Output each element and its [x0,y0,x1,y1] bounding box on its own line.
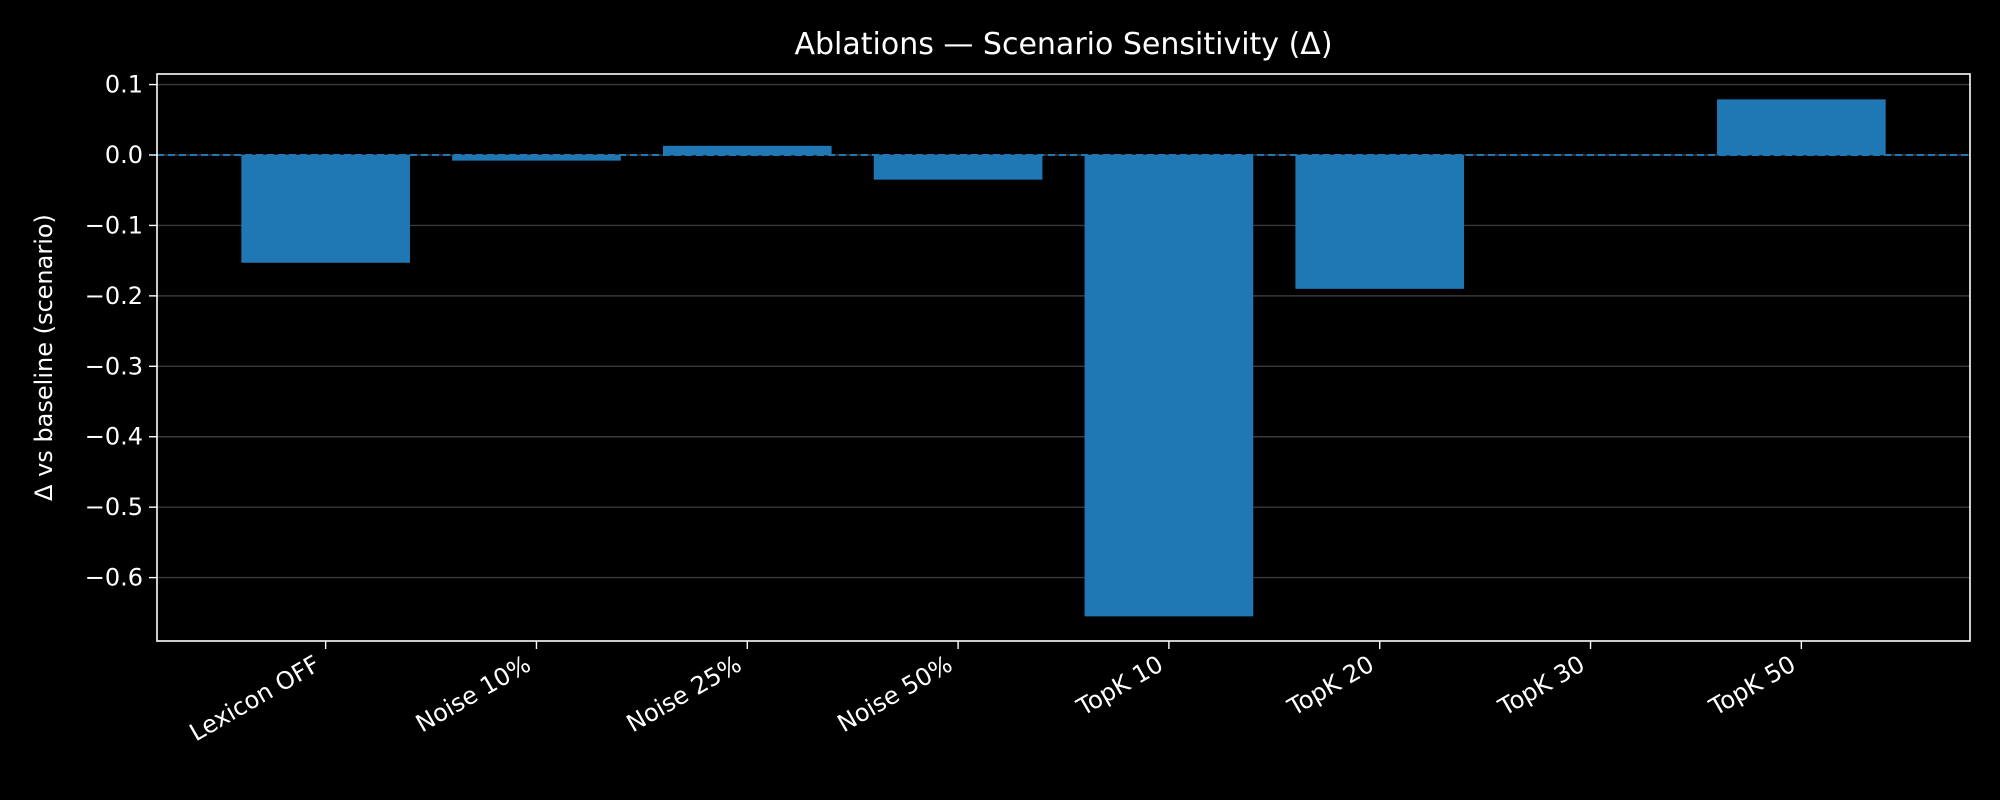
bar-layer [241,99,1886,617]
y-tick-label: −0.2 [85,282,143,310]
bar-4 [1084,155,1254,617]
bar-2 [662,145,832,155]
y-tick-label: 0.0 [105,141,143,169]
x-tick-label: TopK 10 [1071,650,1168,722]
y-tick-label: −0.6 [85,564,143,592]
grid-layer [157,83,1970,579]
y-ticks: 0.1 0.0 −0.1 −0.2 −0.3 −0.4 −0.5 −0.6 [85,71,157,592]
y-tick-label: −0.1 [85,211,143,239]
x-ticks: Lexicon OFF Noise 10% Noise 25% Noise 50% To… [185,641,1803,747]
y-axis-label: Δ vs baseline (scenario) [30,214,58,501]
bar-0 [241,155,410,263]
x-tick-label: TopK 50 [1704,650,1801,722]
chart-title: Ablations — Scenario Sensitivity (Δ) [794,27,1332,62]
x-tick-label: Noise 10% [411,650,535,738]
y-tick-label: −0.3 [85,352,143,380]
bar-7 [1717,99,1886,155]
x-tick-label: TopK 20 [1282,650,1379,722]
x-tick-label: TopK 30 [1493,650,1590,722]
y-tick-label: −0.5 [85,493,143,521]
bar-5 [1295,155,1465,289]
x-tick-label: Noise 25% [622,650,746,738]
bar-3 [873,155,1043,180]
x-tick-label: Noise 50% [833,650,957,738]
bar-1 [452,155,621,161]
x-tick-label: Lexicon OFF [185,650,325,747]
y-tick-label: −0.4 [85,423,143,451]
plot-frame [156,73,1971,642]
y-tick-label: 0.1 [105,71,143,99]
